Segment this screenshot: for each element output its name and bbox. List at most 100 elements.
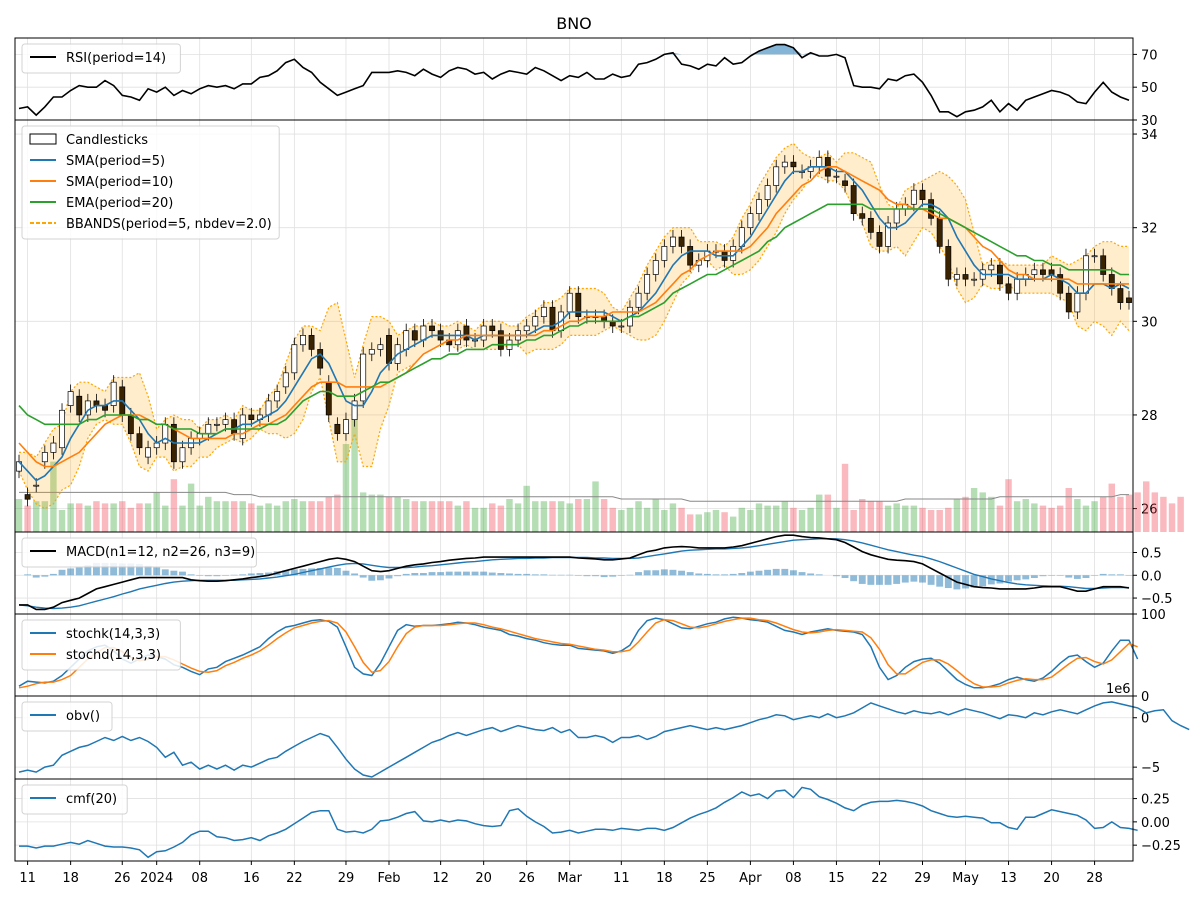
volume-bar (859, 499, 866, 532)
volume-bar (988, 496, 995, 532)
macd-histogram-bar (41, 575, 49, 577)
x-tick-label: 22 (286, 871, 303, 886)
volume-bar (1031, 503, 1038, 532)
volume-bar (1056, 505, 1064, 532)
candlestick (523, 325, 530, 332)
volume-bar (497, 505, 505, 532)
volume-bar (402, 499, 410, 532)
legend-price: Candlesticks SMA(period=5) SMA(period=10) E… (21, 125, 280, 240)
legend-label: stochd(14,3,3) (66, 648, 161, 663)
volume-bar (463, 501, 470, 532)
macd-histogram-bar (962, 575, 969, 589)
x-tick-label: 2024 (140, 871, 173, 886)
candlestick (325, 381, 332, 416)
candlestick (945, 246, 952, 280)
volume-bar (119, 501, 126, 532)
volume-bar (643, 507, 651, 532)
volume-bar (265, 503, 272, 532)
volume-bar (1125, 494, 1133, 532)
x-tick-label: 18 (62, 871, 79, 886)
candlestick (549, 306, 556, 332)
candlestick (1083, 255, 1089, 294)
panel-cmf: 0.25 0.00 −0.25 cmf(20) (14, 778, 1181, 862)
volume-bar (428, 501, 436, 532)
macd-histogram-bar (67, 568, 75, 576)
candlestick (764, 185, 771, 200)
volume-bar (1022, 499, 1029, 532)
volume-bar (669, 503, 677, 532)
volume-bar (162, 505, 169, 532)
volume-bar (729, 516, 737, 532)
series-line-sma-period-10- (18, 166, 1129, 468)
macd-histogram-bar (84, 565, 92, 576)
macd-histogram-bar (944, 575, 952, 589)
candlestick (497, 330, 504, 350)
y-tick-label: 70 (1141, 48, 1158, 63)
macd-histogram-bar (394, 575, 402, 577)
legend-label: SMA(period=5) (66, 154, 165, 169)
volume-bar (1065, 488, 1072, 532)
volume-bar (824, 494, 832, 532)
volume-bar (273, 505, 281, 532)
volume-bar (93, 501, 100, 532)
macd-histogram-bar (867, 575, 875, 585)
volume-bar (661, 510, 668, 532)
legend-cmf: cmf(20) (21, 784, 128, 815)
macd-histogram-bar (833, 575, 840, 577)
legend-label: cmf(20) (66, 792, 117, 807)
macd-histogram-bar (927, 575, 935, 585)
candlestick (1126, 297, 1132, 303)
volume-bar (15, 499, 23, 532)
x-tick-label: Apr (739, 871, 762, 886)
macd-histogram-bar (781, 568, 789, 576)
y-tick-label: 100 (1141, 608, 1166, 623)
candlestick (1014, 278, 1021, 294)
macd-histogram-bar (893, 575, 901, 584)
legend-label: RSI(period=14) (66, 51, 166, 66)
volume-bar (1168, 503, 1176, 532)
macd-histogram-bar (101, 562, 109, 576)
candlestick (360, 353, 367, 402)
macd-histogram-bar (660, 569, 668, 576)
candlestick (988, 264, 995, 271)
macd-histogram-bar (1022, 575, 1030, 580)
macd-histogram-bar (884, 575, 892, 585)
macd-histogram-bar (1116, 574, 1124, 576)
candlestick (1065, 292, 1072, 313)
macd-histogram-bar (144, 565, 152, 576)
x-tick-label: 20 (1043, 871, 1060, 886)
macd-histogram-bar (1005, 575, 1012, 582)
candlestick (429, 325, 435, 332)
volume-bar (609, 507, 616, 532)
volume-bar (652, 499, 659, 532)
volume-bar (170, 479, 178, 532)
legend-label: stochk(14,3,3) (66, 627, 160, 642)
macd-histogram-bar (282, 570, 290, 576)
candlestick (377, 344, 384, 350)
volume-bar (884, 505, 892, 532)
macd-histogram-bar (506, 573, 513, 576)
volume-bar (712, 510, 720, 532)
volume-bar (213, 501, 221, 532)
macd-histogram-bar (359, 575, 367, 578)
candlestick (282, 372, 289, 388)
bbands-upper-line (19, 142, 1129, 458)
volume-bar (506, 499, 513, 532)
macd-histogram-bar (411, 573, 419, 576)
y-tick-label: 0.25 (1141, 793, 1170, 808)
x-tick-label: 12 (432, 871, 449, 886)
volume-bar (557, 501, 565, 532)
macd-histogram-bar (342, 570, 350, 576)
volume-bar (291, 499, 298, 532)
volume-bar (979, 492, 986, 532)
macd-histogram-bar (49, 573, 57, 576)
candlestick (661, 246, 668, 261)
y-tick-label: 30 (1141, 315, 1158, 330)
candlestick (368, 349, 375, 355)
candlestick (403, 330, 410, 350)
macd-histogram-bar (789, 570, 797, 576)
x-tick-label: 28 (1086, 871, 1103, 886)
macd-histogram-bar (523, 573, 531, 576)
macd-histogram-bar (1013, 575, 1021, 581)
volume-bar (1005, 479, 1012, 532)
